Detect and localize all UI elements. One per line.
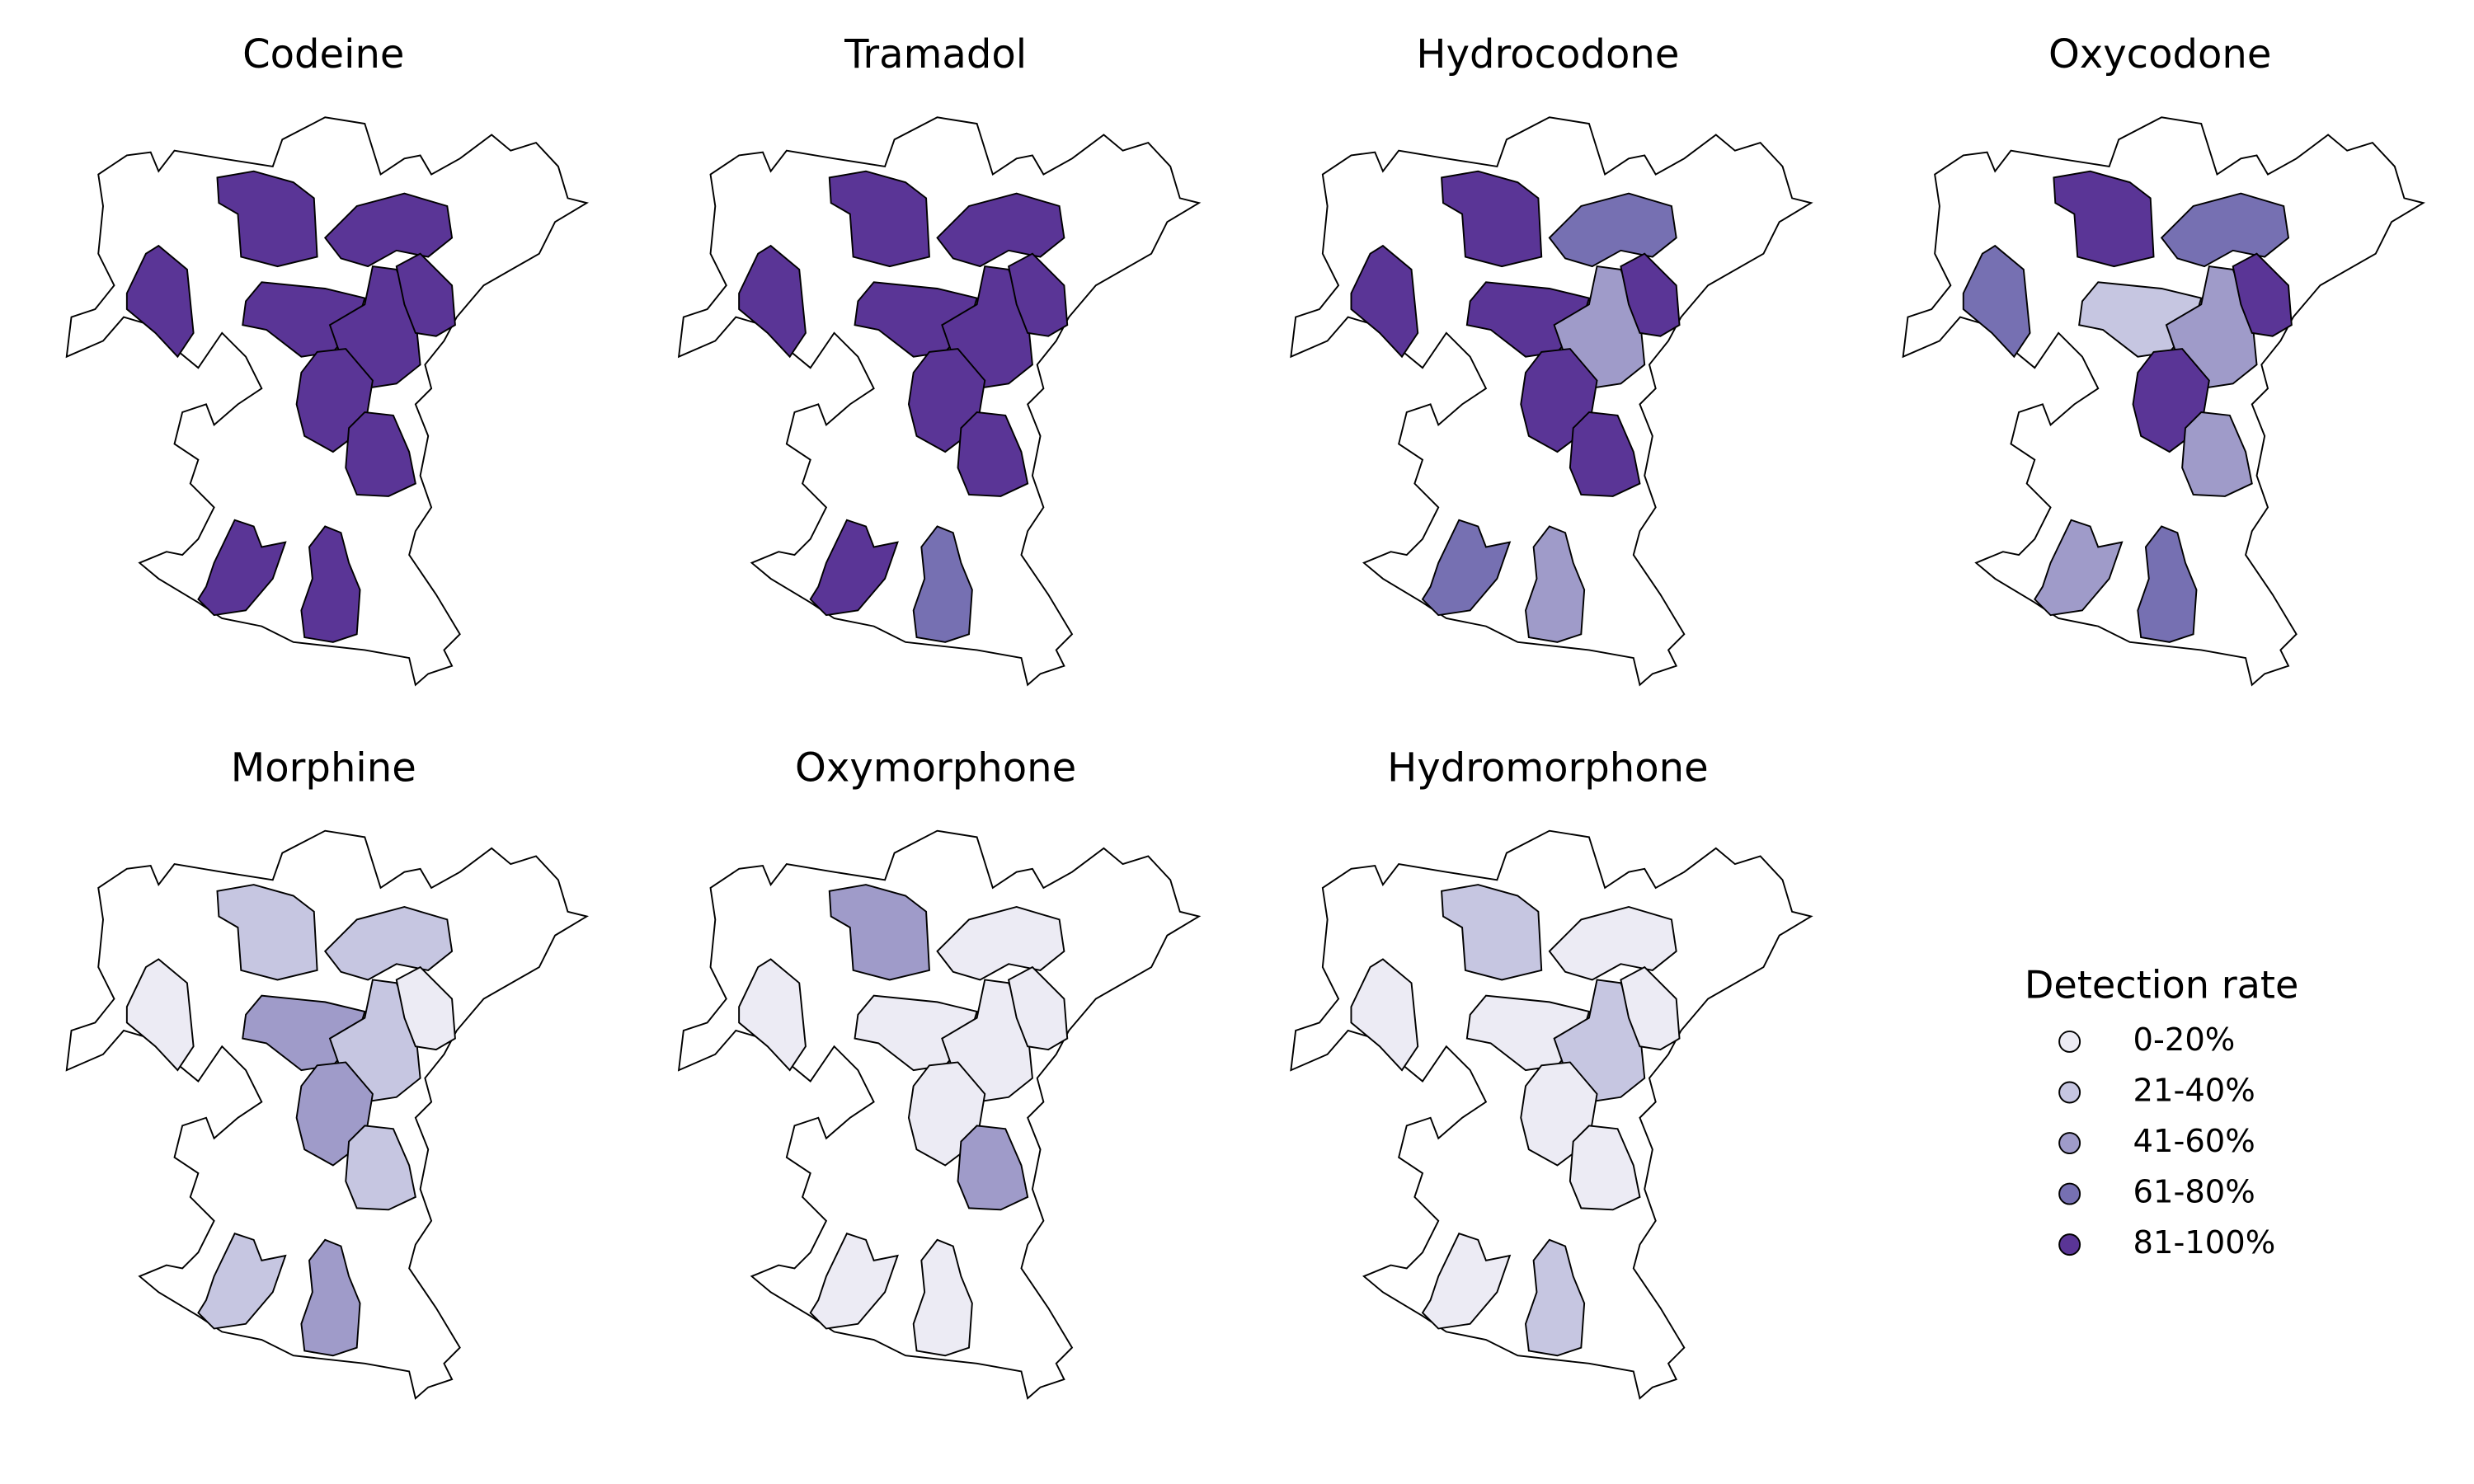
map-title: Hydromorphone (1387, 745, 1709, 791)
legend-label: 81-100% (2133, 1224, 2276, 1261)
map-panel: Oxycodone (1902, 31, 2425, 686)
legend-swatch (2058, 1182, 2081, 1205)
legend-label: 61-80% (2133, 1174, 2255, 1211)
legend-swatch (2058, 1031, 2081, 1053)
legend-label: 41-60% (2133, 1123, 2255, 1160)
legend-title: Detection rate (2025, 963, 2299, 1007)
map-panel: Hydromorphone (1290, 745, 1813, 1400)
map-title: Tramadol (844, 31, 1027, 77)
legend-label: 0-20% (2133, 1021, 2236, 1059)
map-title: Morphine (231, 745, 416, 791)
map-panel: Tramadol (678, 31, 1200, 686)
legend-swatch (2058, 1081, 2081, 1104)
map-panel: Morphine (65, 745, 588, 1400)
map-title: Oxycodone (2048, 31, 2272, 77)
legend-label: 21-40% (2133, 1073, 2255, 1110)
map-title: Oxymorphone (795, 745, 1076, 791)
legend-swatch (2058, 1233, 2081, 1256)
map-title: Hydrocodone (1416, 31, 1679, 77)
legend-swatch (2058, 1132, 2081, 1155)
map-title: Codeine (242, 31, 404, 77)
map-panel: Oxymorphone (678, 745, 1200, 1400)
map-panel: Codeine (65, 31, 588, 686)
map-panel: Hydrocodone (1290, 31, 1813, 686)
